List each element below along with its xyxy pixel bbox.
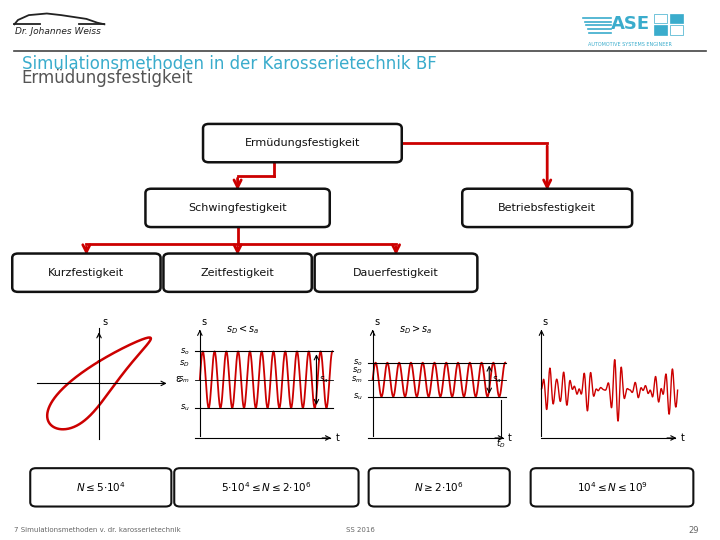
Text: Dauerfestigkeit: Dauerfestigkeit: [353, 268, 439, 278]
Text: t: t: [336, 433, 339, 443]
Text: s: s: [201, 317, 206, 327]
Text: t: t: [680, 433, 685, 443]
FancyBboxPatch shape: [30, 468, 171, 507]
Text: Ermüdungsfestigkeit: Ermüdungsfestigkeit: [22, 69, 193, 87]
Text: $s_u$: $s_u$: [353, 392, 363, 402]
Text: $s_m$: $s_m$: [351, 374, 363, 385]
FancyBboxPatch shape: [203, 124, 402, 162]
Text: $s_o$: $s_o$: [353, 357, 363, 368]
FancyBboxPatch shape: [531, 468, 693, 507]
Text: $s_D$: $s_D$: [179, 359, 190, 369]
Text: $10^4 \leq N \leq 10^9$: $10^4 \leq N \leq 10^9$: [577, 481, 647, 494]
Text: $N \geq 2{\cdot}10^6$: $N \geq 2{\cdot}10^6$: [414, 481, 464, 494]
FancyBboxPatch shape: [145, 188, 330, 227]
Text: Ermüdungsfestigkeit: Ermüdungsfestigkeit: [245, 138, 360, 148]
Text: $s_a$: $s_a$: [319, 374, 328, 385]
Text: Dr. Johannes Weiss: Dr. Johannes Weiss: [14, 27, 101, 36]
FancyBboxPatch shape: [12, 254, 161, 292]
Text: $t_D$: $t_D$: [496, 437, 505, 450]
Text: 29: 29: [688, 526, 698, 535]
FancyBboxPatch shape: [670, 25, 683, 35]
FancyBboxPatch shape: [670, 14, 683, 23]
FancyBboxPatch shape: [174, 468, 359, 507]
Text: ASE: ASE: [611, 15, 649, 33]
Text: $N \leq 5{\cdot}10^4$: $N \leq 5{\cdot}10^4$: [76, 481, 126, 494]
Text: $s_u$: $s_u$: [180, 403, 190, 413]
FancyBboxPatch shape: [654, 25, 667, 35]
FancyBboxPatch shape: [462, 188, 632, 227]
Text: t: t: [508, 433, 512, 443]
Text: Schwingfestigkeit: Schwingfestigkeit: [189, 203, 287, 213]
FancyBboxPatch shape: [654, 14, 667, 23]
FancyBboxPatch shape: [315, 254, 477, 292]
Text: $s_D$: $s_D$: [352, 365, 363, 376]
Text: $s_a$: $s_a$: [492, 374, 501, 385]
Text: SS 2016: SS 2016: [346, 527, 374, 534]
Text: $5{\cdot}10^4 \leq N \leq 2{\cdot}10^6$: $5{\cdot}10^4 \leq N \leq 2{\cdot}10^6$: [221, 481, 312, 494]
Text: Simulationsmethoden in der Karosserietechnik BF: Simulationsmethoden in der Karosserietec…: [22, 55, 436, 73]
FancyBboxPatch shape: [163, 254, 312, 292]
Text: Betriebsfestigkeit: Betriebsfestigkeit: [498, 203, 596, 213]
Text: ε: ε: [175, 374, 181, 384]
FancyBboxPatch shape: [369, 468, 510, 507]
Text: $s_m$: $s_m$: [178, 374, 190, 385]
Text: $s_D > s_a$: $s_D > s_a$: [399, 323, 432, 336]
Text: s: s: [102, 316, 107, 327]
Text: 7 Simulationsmethoden v. dr. karosserietechnik: 7 Simulationsmethoden v. dr. karosseriet…: [14, 527, 181, 534]
Text: Zeitfestigkeit: Zeitfestigkeit: [201, 268, 274, 278]
Text: s: s: [374, 317, 379, 327]
Text: $s_D < s_a$: $s_D < s_a$: [226, 323, 259, 336]
Text: AUTOMOTIVE SYSTEMS ENGINEER: AUTOMOTIVE SYSTEMS ENGINEER: [588, 42, 672, 47]
Text: s: s: [542, 317, 547, 327]
Text: $s_o$: $s_o$: [180, 346, 190, 356]
Text: Kurzfestigkeit: Kurzfestigkeit: [48, 268, 125, 278]
